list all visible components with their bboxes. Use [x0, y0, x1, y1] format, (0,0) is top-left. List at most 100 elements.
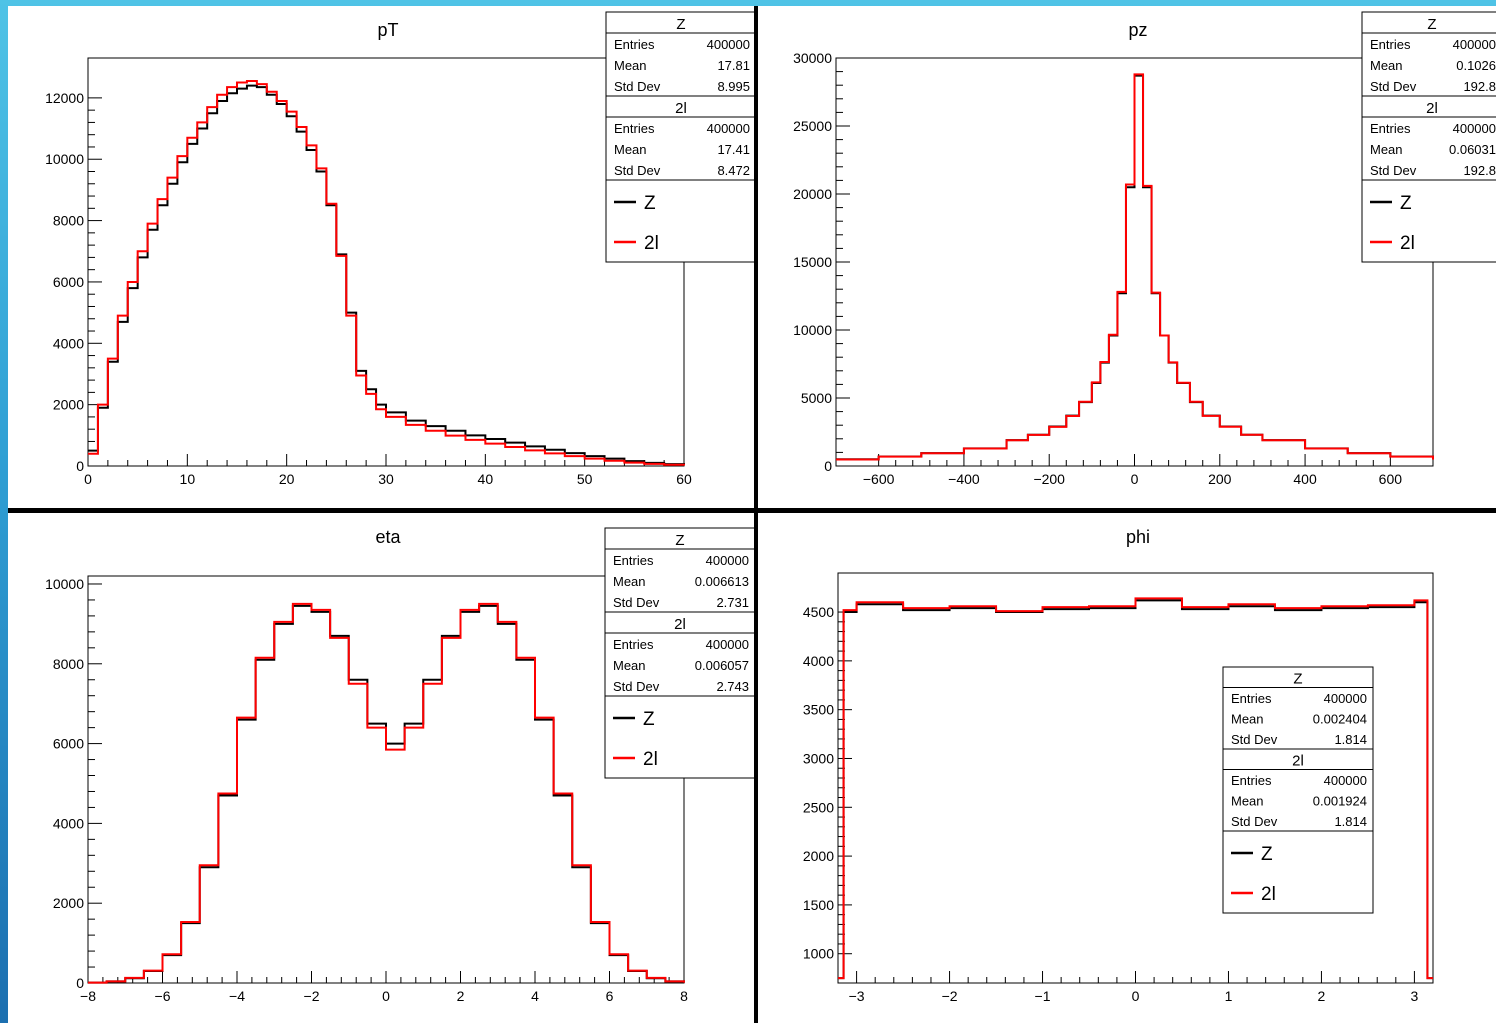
stats-label: Mean: [613, 574, 646, 589]
y-tick-label: 3500: [803, 702, 834, 718]
chart-pz: pz −600 −400 −200 0 200 400 600 0 5000 10000 15000 2…: [793, 11, 1496, 487]
y-tick-label: 8000: [53, 656, 84, 672]
stats-label: Std Dev: [1231, 732, 1278, 747]
y-tick-label: 2000: [803, 848, 834, 864]
x-tick-label: 60: [676, 471, 692, 487]
stats-value: 192.8: [1463, 79, 1496, 94]
y-tick-label: 0: [76, 458, 84, 474]
stats-value: 2.743: [716, 679, 749, 694]
x-tick-label: −200: [1033, 471, 1065, 487]
stats-value: 17.81: [717, 58, 750, 73]
stats-value: 1.814: [1334, 814, 1367, 829]
stats-label: Entries: [614, 121, 655, 136]
canvas: pT 0 10 20 30 40 50 60 0 2000 4000 6000 8000 10000 120…: [8, 6, 1496, 1023]
stats-name: Z: [675, 532, 684, 549]
stats-value: 17.41: [717, 142, 750, 157]
legend-label: Z: [1400, 193, 1412, 214]
stats-name: 2l: [674, 616, 686, 633]
legend-box: [1361, 179, 1496, 263]
chart-pt: pT 0 10 20 30 40 50 60 0 2000 4000 6000 8000 10000 120…: [45, 11, 754, 487]
series-line-2l: [88, 80, 685, 466]
x-tick-label: 2: [457, 988, 465, 1004]
stats-label: Entries: [1370, 37, 1411, 52]
x-tick-label: 0: [1131, 471, 1139, 487]
stats-value: 0.1026: [1456, 58, 1496, 73]
x-tick-label: 0: [382, 988, 390, 1004]
legend-label: Z: [643, 709, 655, 730]
stats-label: Mean: [1370, 58, 1403, 73]
stats-value: 400000: [706, 553, 749, 568]
stats-box: [1361, 11, 1496, 97]
stats-value: 0.001924: [1313, 794, 1367, 809]
stats-label: Std Dev: [1370, 163, 1417, 178]
legend-label: 2l: [643, 749, 658, 770]
x-tick-label: −8: [80, 988, 96, 1004]
stats-name: 2l: [675, 100, 687, 117]
x-tick-label: −600: [863, 471, 895, 487]
y-tick-label: 10000: [45, 576, 84, 592]
y-tick-label: 4000: [803, 653, 834, 669]
legend-label: Z: [644, 193, 656, 214]
y-tick-label: 4500: [803, 604, 834, 620]
x-tick-label: −400: [948, 471, 980, 487]
chart-title: eta: [375, 527, 401, 547]
stats-box: [1222, 666, 1374, 750]
stats-box: [604, 527, 754, 613]
stats-value: 2.731: [716, 595, 749, 610]
y-tick-label: 30000: [793, 50, 832, 66]
stats-label: Entries: [1231, 691, 1272, 706]
x-tick-label: −4: [229, 988, 245, 1004]
stats-value: 192.8: [1463, 163, 1496, 178]
stats-name: 2l: [1426, 100, 1438, 117]
stats-label: Std Dev: [614, 79, 661, 94]
stats-label: Entries: [614, 37, 655, 52]
y-tick-label: 4000: [53, 815, 84, 831]
stats-box: [605, 95, 754, 181]
x-tick-label: 1: [1225, 988, 1233, 1004]
y-tick-label: 6000: [53, 274, 84, 290]
stats-value: 400000: [707, 121, 750, 136]
stats-value: 400000: [1453, 37, 1496, 52]
x-tick-label: 30: [378, 471, 394, 487]
x-tick-label: −3: [849, 988, 865, 1004]
y-tick-label: 3000: [803, 750, 834, 766]
x-tick-label: 2: [1318, 988, 1326, 1004]
legend-box: [1222, 830, 1374, 914]
y-tick-label: 2500: [803, 799, 834, 815]
stats-name: 2l: [1292, 753, 1304, 770]
x-tick-label: 4: [531, 988, 539, 1004]
x-tick-label: 6: [606, 988, 614, 1004]
x-tick-label: −2: [942, 988, 958, 1004]
stats-name: Z: [676, 16, 685, 33]
series-line-z: [88, 604, 685, 984]
y-tick-label: 1500: [803, 897, 834, 913]
legend-label: 2l: [1261, 884, 1276, 905]
x-tick-label: 3: [1411, 988, 1419, 1004]
stats-label: Entries: [613, 637, 654, 652]
x-tick-label: 10: [180, 471, 196, 487]
y-tick-label: 2000: [53, 397, 84, 413]
x-tick-label: 20: [279, 471, 295, 487]
x-tick-label: 50: [577, 471, 593, 487]
series-line-z: [88, 84, 685, 466]
stats-label: Mean: [1231, 712, 1264, 727]
y-tick-label: 20000: [793, 186, 832, 202]
stats-value: 0.06031: [1449, 142, 1496, 157]
y-tick-label: 25000: [793, 118, 832, 134]
stats-value: 0.006613: [695, 574, 749, 589]
chart-title: phi: [1126, 527, 1150, 547]
pad-eta: eta −8 −6 −4 −2 0 2 4 6 8 0 2000 4000 6000 8000 10000 Z E…: [8, 513, 754, 1023]
pad-pt: pT 0 10 20 30 40 50 60 0 2000 4000 6000 8000 10000 120…: [8, 6, 754, 508]
x-tick-label: 200: [1208, 471, 1232, 487]
stats-box: [604, 611, 754, 697]
stats-label: Entries: [613, 553, 654, 568]
x-tick-label: 0: [1132, 988, 1140, 1004]
legend-box: [605, 179, 754, 263]
stats-value: 400000: [706, 637, 749, 652]
y-tick-label: 10000: [793, 322, 832, 338]
legend-label: Z: [1261, 844, 1273, 865]
stats-value: 400000: [1453, 121, 1496, 136]
y-tick-label: 1000: [803, 946, 834, 962]
stats-label: Mean: [1370, 142, 1403, 157]
y-tick-label: 12000: [45, 90, 84, 106]
